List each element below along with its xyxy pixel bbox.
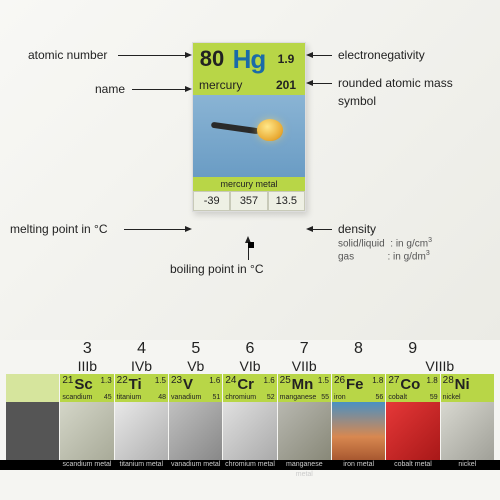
element-cell: 21Sc1.3scandium45 [60, 374, 113, 402]
card-data-row: -39 357 13.5 [193, 191, 305, 211]
element-name: mercury [193, 78, 267, 92]
label-symbol: symbol [338, 94, 376, 108]
element-cell: 27Co1.8cobalt59 [386, 374, 439, 402]
element-symbol: Hg [231, 44, 267, 75]
boiling-point: 357 [230, 191, 267, 211]
roman-label: Vb [169, 358, 223, 374]
group-num: 4 [114, 340, 168, 358]
group-num: 5 [169, 340, 223, 358]
element-img-row [0, 402, 500, 460]
arrow-icon [312, 229, 332, 230]
element-caption: nickel [441, 460, 494, 470]
group-num: 3 [60, 340, 114, 358]
arrow-icon [312, 83, 332, 84]
element-image [193, 95, 305, 177]
roman-label: VIb [223, 358, 277, 374]
roman-label: VIIb [277, 358, 331, 374]
element-caption-row: scandium metaltitanium metalvanadium met… [0, 460, 500, 470]
atomic-number: 80 [193, 46, 231, 72]
element-card: 80 Hg 1.9 mercury 201 mercury metal -39 … [192, 42, 306, 212]
group-num: 8 [331, 340, 385, 358]
element-photo [278, 402, 331, 460]
element-photo [441, 402, 494, 460]
label-density-sub: solid/liquid : in g/cm3 gas : in g/dm3 [338, 237, 432, 264]
roman-label: VIIIb [386, 358, 494, 374]
group-numbers: 3 4 5 6 7 8 9 [0, 340, 500, 358]
element-photo [60, 402, 113, 460]
label-atomic-number: atomic number [28, 48, 107, 62]
group-num: 7 [277, 340, 331, 358]
label-mass: rounded atomic mass [338, 76, 453, 90]
element-caption: vanadium metal [169, 460, 222, 470]
roman-label: IVb [114, 358, 168, 374]
density-value: 13.5 [268, 191, 305, 211]
atomic-mass: 201 [267, 78, 305, 92]
element-photo [223, 402, 276, 460]
element-caption: iron metal [332, 460, 385, 470]
label-melting: melting point in °C [10, 222, 108, 236]
element-caption: chromium metal [223, 460, 276, 470]
group-num: 9 [386, 340, 440, 358]
element-photo [169, 402, 222, 460]
label-electronegativity: electronegativity [338, 48, 425, 62]
electronegativity-value: 1.9 [267, 52, 305, 66]
arrow-icon [118, 55, 186, 56]
label-boiling: boiling point in °C [170, 262, 264, 276]
element-photo [332, 402, 385, 460]
element-photo [115, 402, 168, 460]
element-cell: 26Fe1.8iron56 [332, 374, 385, 402]
roman-row: IIIb IVb Vb VIb VIIb VIIIb [0, 358, 500, 374]
arrow-icon [132, 89, 186, 90]
category-label: mercury metal [193, 177, 305, 191]
group-num: 6 [223, 340, 277, 358]
arrow-icon [312, 55, 332, 56]
element-cell: 24Cr1.6chromium52 [223, 374, 276, 402]
element-cell: 23V1.6vanadium51 [169, 374, 222, 402]
element-cell: 22Ti1.5titanium48 [115, 374, 168, 402]
element-caption: titanium metal [115, 460, 168, 470]
label-name: name [95, 82, 125, 96]
element-photo [386, 402, 439, 460]
arrow-icon [124, 229, 186, 230]
card-header: 80 Hg 1.9 mercury 201 [193, 43, 305, 95]
element-caption: manganese metal [278, 460, 331, 470]
roman-label: IIIb [60, 358, 114, 374]
element-row: 21Sc1.3scandium4522Ti1.5titanium4823V1.6… [0, 374, 500, 402]
element-cell: 28Ninickel [441, 374, 494, 402]
label-density: density [338, 222, 376, 236]
periodic-strip: 3 4 5 6 7 8 9 IIIb IVb Vb VIb VIIb VIIIb… [0, 340, 500, 500]
element-cell: 25Mn1.5manganese55 [278, 374, 331, 402]
arrow-icon [248, 242, 249, 260]
element-caption: scandium metal [60, 460, 113, 470]
element-caption: cobalt metal [386, 460, 439, 470]
melting-point: -39 [193, 191, 230, 211]
